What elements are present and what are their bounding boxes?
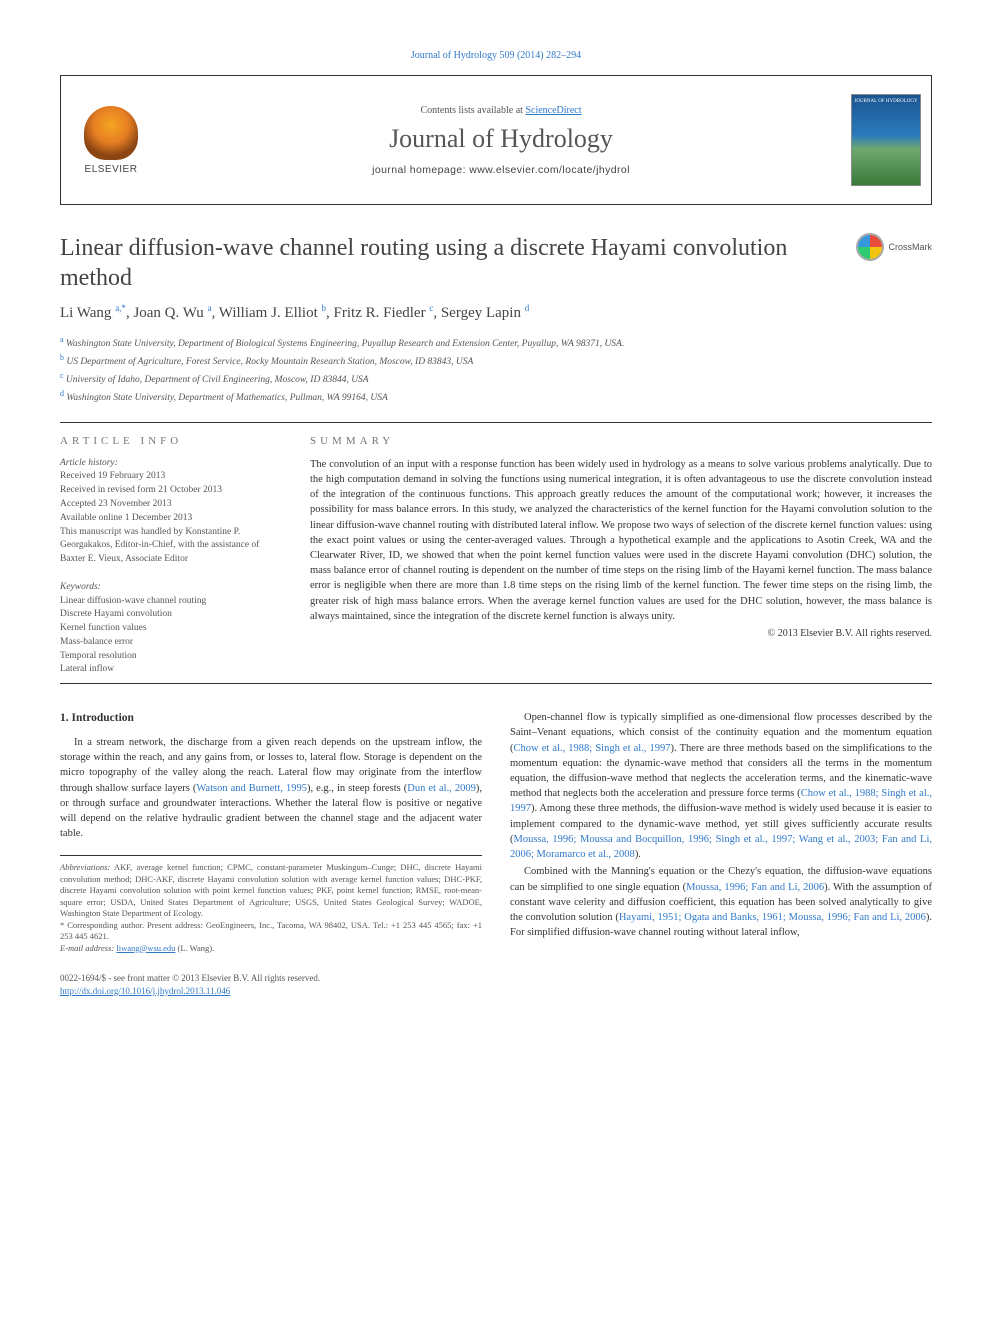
intro-p2: Open-channel flow is typically simplifie… [510,710,932,862]
keywords-label: Keywords: [60,581,280,595]
article-title: Linear diffusion-wave channel routing us… [60,233,856,293]
cite-moussa2[interactable]: Moussa, 1996; Fan and Li, 2006 [686,882,824,893]
corr-text: Corresponding author. Present address: G… [60,920,482,941]
affiliations: a Washington State University, Departmen… [60,334,932,406]
crossmark-badge[interactable]: CrossMark [856,233,932,261]
publisher-brand: ELSEVIER [85,164,138,175]
keyword: Kernel function values [60,622,280,636]
header-center: Contents lists available at ScienceDirec… [161,76,841,204]
article-history: Article history: Received 19 February 20… [60,457,280,677]
affiliation-line: c University of Idaho, Department of Civ… [60,370,932,388]
contents-line: Contents lists available at ScienceDirec… [420,105,581,116]
abbrev-text: AKF, average kernel function; CPMC, cons… [60,862,482,918]
history-line: Accepted 23 November 2013 [60,498,280,512]
journal-citation[interactable]: Journal of Hydrology 509 (2014) 282–294 [60,50,932,61]
intro-p1: In a stream network, the discharge from … [60,735,482,842]
sciencedirect-link[interactable]: ScienceDirect [525,105,581,116]
intro-p3: Combined with the Manning's equation or … [510,864,932,940]
email-link[interactable]: liwang@wsu.edu [116,943,175,953]
journal-header: ELSEVIER Contents lists available at Sci… [60,75,932,205]
journal-homepage[interactable]: journal homepage: www.elsevier.com/locat… [372,164,630,176]
p2d: ). [635,849,641,860]
cite-hayami[interactable]: Hayami, 1951; Ogata and Banks, 1961; Mou… [619,912,926,923]
summary-heading: summary [310,435,932,447]
rule-bottom [60,683,932,684]
affiliation-line: b US Department of Agriculture, Forest S… [60,352,932,370]
email-line: E-mail address: liwang@wsu.edu (L. Wang)… [60,943,482,954]
cite-moussa1[interactable]: Moussa, 1996; Moussa and Bocquillon, 199… [510,834,932,860]
keyword: Mass-balance error [60,636,280,650]
summary-text: The convolution of an input with a respo… [310,457,932,624]
cover-thumbnail-icon: JOURNAL OF HYDROLOGY [851,94,921,186]
keyword: Linear diffusion-wave channel routing [60,595,280,609]
abbrev-label: Abbreviations: [60,862,110,872]
email-name: (L. Wang). [175,943,214,953]
corresponding-author: * Corresponding author. Present address:… [60,920,482,943]
p1b: ), e.g., in steep forests ( [307,783,407,794]
summary-copyright: © 2013 Elsevier B.V. All rights reserved… [310,628,932,639]
history-line: Available online 1 December 2013 [60,512,280,526]
intro-heading: 1. Introduction [60,710,482,727]
history-line: This manuscript was handled by Konstanti… [60,526,280,567]
footnotes: Abbreviations: AKF, average kernel funct… [60,855,482,954]
history-line: Received in revised form 21 October 2013 [60,484,280,498]
contents-prefix: Contents lists available at [420,105,525,116]
crossmark-icon [856,233,884,261]
crossmark-label: CrossMark [888,242,932,252]
affiliation-line: a Washington State University, Departmen… [60,334,932,352]
keyword: Temporal resolution [60,650,280,664]
history-line: Received 19 February 2013 [60,470,280,484]
publisher-logo[interactable]: ELSEVIER [61,76,161,204]
journal-cover: JOURNAL OF HYDROLOGY [841,76,931,204]
doi-link[interactable]: http://dx.doi.org/10.1016/j.jhydrol.2013… [60,986,230,996]
affiliation-line: d Washington State University, Departmen… [60,388,932,406]
history-label: Article history: [60,457,280,471]
rule-top [60,422,932,423]
keyword: Discrete Hayami convolution [60,608,280,622]
elsevier-tree-icon [84,106,138,160]
bottom-matter: 0022-1694/$ - see front matter © 2013 El… [60,972,932,997]
front-matter-line: 0022-1694/$ - see front matter © 2013 El… [60,972,932,985]
authors: Li Wang a,*, Joan Q. Wu a, William J. El… [60,303,932,322]
keyword: Lateral inflow [60,663,280,677]
cite-dun[interactable]: Dun et al., 2009 [407,783,476,794]
abbreviations: Abbreviations: AKF, average kernel funct… [60,862,482,919]
article-info-heading: article info [60,435,280,447]
cite-chow1[interactable]: Chow et al., 1988; Singh et al., 1997 [514,743,671,754]
email-label: E-mail address: [60,943,114,953]
body-text: 1. Introduction In a stream network, the… [60,710,932,954]
cite-watson[interactable]: Watson and Burnett, 1995 [196,783,307,794]
journal-name: Journal of Hydrology [389,124,613,154]
